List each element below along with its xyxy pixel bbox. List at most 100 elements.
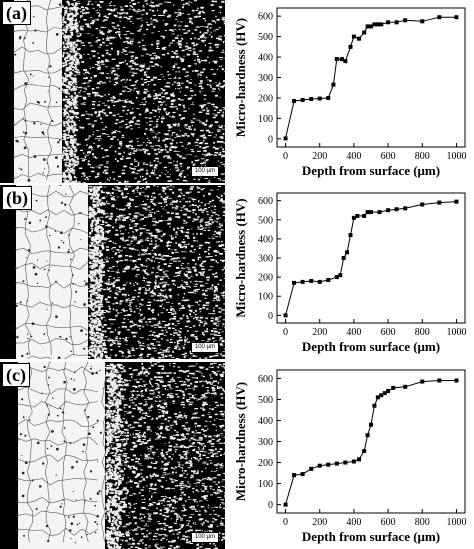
data-point (386, 208, 391, 213)
y-tick-label: 0 (268, 311, 273, 322)
data-point (372, 403, 377, 408)
scale-bar-a: 100 μm (190, 166, 219, 177)
data-point (343, 460, 348, 465)
y-tick-label: 0 (268, 134, 273, 145)
data-point (283, 313, 288, 318)
x-tick-label: 400 (346, 517, 361, 528)
data-point (292, 280, 297, 285)
data-point (292, 99, 297, 104)
data-point (365, 210, 370, 215)
hardness-line (285, 16, 457, 139)
micrograph-a-texture (13, 0, 225, 183)
data-point (420, 19, 425, 24)
data-point (403, 18, 408, 23)
y-tick-label: 600 (258, 374, 273, 385)
x-axis-label: Depth from surface (μm) (302, 529, 440, 544)
data-point (420, 379, 425, 384)
hardness-line (285, 380, 457, 505)
data-point (351, 459, 356, 464)
panel-label-a: (a) (2, 1, 31, 25)
x-tick-label: 0 (283, 517, 288, 528)
y-tick-label: 400 (258, 416, 273, 427)
x-tick-label: 1000 (446, 517, 466, 528)
y-tick-label: 500 (258, 215, 273, 226)
data-point (437, 15, 442, 20)
y-tick-label: 300 (258, 73, 273, 84)
data-point (357, 457, 362, 462)
data-point (394, 207, 399, 212)
panel-label-b: (b) (2, 186, 32, 210)
y-tick-label: 600 (258, 12, 273, 23)
data-point (420, 202, 425, 207)
y-tick-label: 400 (258, 234, 273, 245)
data-point (300, 279, 305, 284)
y-tick-label: 600 (258, 196, 273, 207)
data-point (309, 466, 314, 471)
y-axis-label: Micro-hardness (HV) (233, 198, 248, 317)
data-point (454, 378, 459, 383)
data-point (300, 97, 305, 102)
data-point (348, 233, 353, 238)
data-point (355, 213, 360, 218)
x-tick-label: 0 (283, 151, 288, 162)
data-point (317, 463, 322, 468)
data-point (394, 20, 399, 25)
y-tick-label: 100 (258, 292, 273, 303)
data-point (403, 206, 408, 211)
y-tick-label: 200 (258, 458, 273, 469)
y-tick-label: 200 (258, 273, 273, 284)
data-point (300, 472, 305, 477)
y-tick-label: 500 (258, 395, 273, 406)
scale-bar-b: 100 μm (190, 342, 219, 353)
x-axis-label: Depth from surface (μm) (302, 339, 440, 354)
scale-bar-c: 100 μm (190, 532, 219, 543)
data-point (338, 273, 343, 278)
data-point (334, 461, 339, 466)
x-tick-label: 800 (415, 327, 430, 338)
data-point (343, 59, 348, 64)
hardness-chart-a: 0 100 200 300 400 500 600 0 200 400 600 800 1000 Dept… (233, 7, 466, 178)
data-point (348, 44, 353, 49)
x-tick-label: 600 (381, 517, 396, 528)
panel-a: (a) 100 μm 0 100 200 300 400 500 600 0 200 400 600… (0, 0, 474, 183)
data-point (369, 210, 373, 215)
data-point (362, 30, 367, 35)
micrograph-a: (a) 100 μm (0, 0, 225, 183)
y-tick-label: 500 (258, 32, 273, 43)
data-point (339, 57, 344, 62)
data-point (375, 22, 380, 27)
data-point (362, 448, 367, 453)
data-point (391, 385, 396, 390)
hardness-chart-b: 0 100 200 300 400 500 600 0 200 400 600 800 1000 Dept… (233, 192, 466, 354)
data-point (362, 213, 367, 218)
data-point (357, 36, 362, 41)
data-point (365, 433, 370, 438)
hardness-line (285, 201, 457, 316)
y-axis-label: Micro-hardness (HV) (233, 382, 248, 501)
x-tick-label: 400 (346, 151, 361, 162)
y-tick-label: 300 (258, 254, 273, 265)
x-tick-label: 200 (312, 517, 327, 528)
hardness-chart-c: 0 100 200 300 400 500 600 0 200 400 600 800 1000 Dept… (233, 369, 466, 544)
data-point (369, 24, 373, 29)
plot-frame (276, 369, 466, 514)
micrograph-b-texture (15, 185, 225, 359)
data-point (309, 278, 314, 283)
x-tick-label: 800 (415, 517, 430, 528)
x-tick-label: 200 (312, 327, 327, 338)
data-point (317, 279, 322, 284)
y-tick-label: 400 (258, 53, 273, 64)
panel-label-c: (c) (2, 363, 30, 387)
data-point (309, 96, 314, 101)
data-point (437, 378, 442, 383)
x-axis-label: Depth from surface (μm) (302, 163, 440, 178)
data-point (379, 22, 384, 27)
x-tick-label: 1000 (446, 327, 466, 338)
data-point (454, 15, 459, 20)
data-point (351, 215, 356, 220)
x-tick-label: 200 (312, 151, 327, 162)
data-point (326, 462, 331, 467)
y-axis-label: Micro-hardness (HV) (233, 18, 248, 137)
y-tick-label: 100 (258, 114, 273, 125)
x-tick-label: 600 (381, 327, 396, 338)
